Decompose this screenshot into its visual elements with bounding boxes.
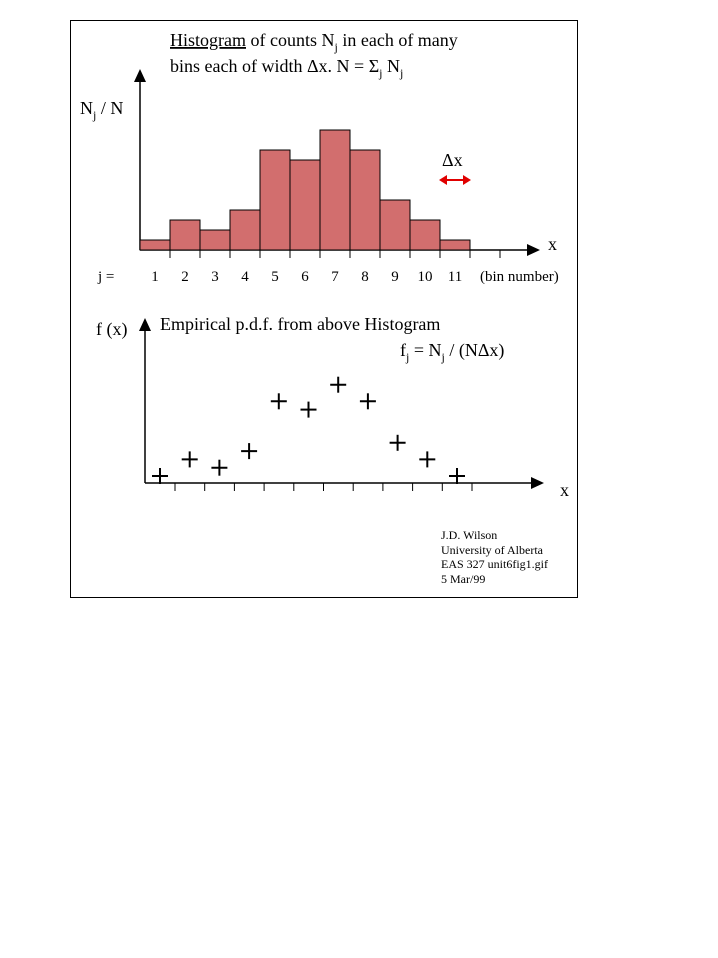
bin-label-2: 2 (181, 269, 189, 285)
histogram-bar-4 (229, 209, 261, 251)
histogram-bar-11 (439, 239, 471, 251)
histogram-bar-9 (379, 199, 411, 251)
bin-label-10: 10 (418, 269, 433, 285)
pdf-ticks (174, 483, 473, 491)
pdf-point-5 (270, 393, 287, 410)
histogram-x-arrowhead (527, 244, 540, 256)
pdf-xlabel: x (560, 480, 569, 500)
histogram-bar-5 (259, 149, 291, 251)
pdf-y-arrowhead (139, 318, 151, 331)
bin-number-labels: 1 2 3 4 5 6 7 8 9 10 11 (151, 269, 462, 285)
histogram-bar-1 (139, 239, 171, 251)
pdf-point-3 (211, 459, 228, 476)
credit-block: J.D. Wilson University of Alberta EAS 32… (441, 528, 548, 586)
pdf-title: Empirical p.d.f. from above Histogram (160, 314, 440, 334)
credit-file: EAS 327 unit6fig1.gif (441, 557, 548, 571)
bin-label-4: 4 (241, 269, 249, 285)
bin-label-1: 1 (151, 269, 159, 285)
bin-label-7: 7 (331, 269, 339, 285)
credit-institution: University of Alberta (441, 542, 543, 557)
pdf-point-1 (152, 468, 168, 484)
delta-x-label: Δx (442, 150, 463, 170)
histogram-ticks (169, 250, 501, 258)
delta-x-arrow (439, 175, 471, 185)
histogram-title-word: Histogram (170, 30, 246, 50)
j-equals-label: j = (97, 269, 114, 285)
bin-label-5: 5 (271, 269, 279, 285)
histogram-title-line2: bins each of width Δx. N = Σj Nj (170, 56, 403, 80)
histogram-bar-8 (349, 149, 381, 251)
pdf-point-9 (389, 434, 406, 451)
bin-label-6: 6 (301, 269, 309, 285)
histogram-y-arrowhead (134, 69, 146, 82)
pdf-point-2 (181, 451, 198, 468)
histogram-bar-10 (409, 219, 441, 251)
histogram-xlabel: x (548, 234, 557, 254)
histogram-title-line1: Histogram of counts Nj in each of many (170, 30, 458, 54)
histogram-bar-3 (199, 229, 231, 251)
pdf-x-arrowhead (531, 477, 544, 489)
credit-date: 5 Mar/99 (441, 571, 486, 586)
pdf-point-8 (359, 393, 376, 410)
bin-number-caption: (bin number) (480, 269, 559, 285)
figure-frame (70, 20, 578, 598)
histogram-bar-2 (169, 219, 201, 251)
pdf-point-11 (449, 468, 465, 484)
credit-author: J.D. Wilson (441, 528, 498, 542)
pdf-ylabel: f (x) (96, 319, 127, 340)
pdf-point-10 (419, 451, 436, 468)
histogram-bar-7 (319, 129, 351, 251)
bin-label-8: 8 (361, 269, 369, 285)
bin-label-3: 3 (211, 269, 219, 285)
histogram-bar-6 (289, 159, 321, 251)
pdf-points (152, 376, 465, 484)
bin-label-9: 9 (391, 269, 399, 285)
pdf-point-7 (330, 376, 347, 393)
bin-label-11: 11 (448, 269, 462, 285)
pdf-point-6 (300, 401, 317, 418)
pdf-formula: fj = Nj / (NΔx) (400, 340, 504, 364)
histogram-ylabel: Nj / N (80, 98, 123, 122)
pdf-point-4 (241, 443, 258, 460)
histogram-bars (139, 129, 471, 251)
